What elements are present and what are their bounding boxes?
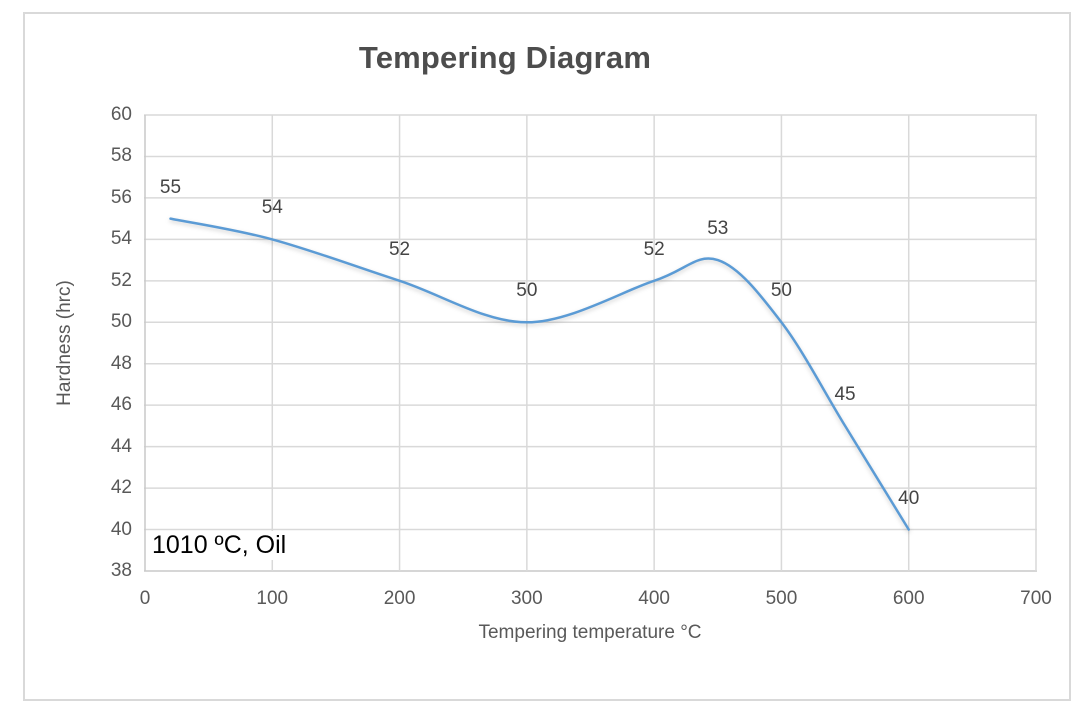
y-tick-label: 60 <box>110 104 132 125</box>
x-tick-label: 700 <box>1020 588 1052 609</box>
y-tick-label: 46 <box>110 394 132 416</box>
y-tick-label: 48 <box>110 352 132 374</box>
data-point-label: 52 <box>388 238 411 260</box>
data-point-label: 40 <box>898 487 920 509</box>
x-tick-label: 400 <box>638 588 670 609</box>
y-tick-label: 38 <box>110 560 132 581</box>
y-tick-label: 52 <box>110 269 132 291</box>
data-point-label: 45 <box>834 383 856 405</box>
chart-title: Tempering Diagram <box>358 40 652 75</box>
y-tick-label: 56 <box>110 186 132 208</box>
data-point-label: 53 <box>707 218 729 240</box>
annotation-textbox[interactable]: 1010 ºC, Oil <box>150 531 291 560</box>
data-point-label: 54 <box>261 197 283 219</box>
chart-area[interactable] <box>23 12 1071 701</box>
x-tick-label: 100 <box>256 588 289 609</box>
y-tick-label: 44 <box>110 435 132 457</box>
x-tick-label: 0 <box>139 588 151 609</box>
data-point-label: 50 <box>516 280 538 302</box>
data-point-label: 50 <box>770 280 792 302</box>
y-tick-label: 54 <box>110 228 132 250</box>
y-tick-label: 58 <box>110 145 132 167</box>
x-axis-title: Tempering temperature °C <box>478 622 702 643</box>
data-point-label: 52 <box>643 238 665 260</box>
y-tick-label: 50 <box>110 311 132 333</box>
y-tick-label: 40 <box>110 518 132 540</box>
data-point-label: 55 <box>159 176 182 198</box>
x-tick-label: 500 <box>765 588 798 609</box>
y-axis-title: Hardness (hrc) <box>54 280 75 406</box>
x-tick-label: 600 <box>892 588 925 609</box>
x-tick-label: 200 <box>383 588 416 609</box>
series-line-hardness[interactable] <box>169 217 910 531</box>
y-tick-label: 42 <box>110 477 132 499</box>
x-tick-label: 300 <box>510 588 543 609</box>
